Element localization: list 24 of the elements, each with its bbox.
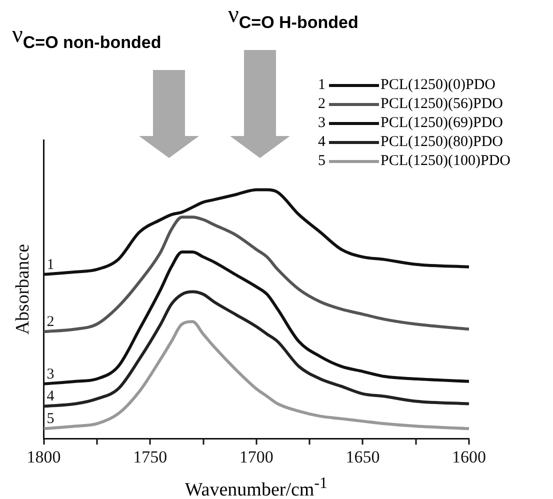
annotation: 5 xyxy=(46,411,54,428)
legend-label: PCL(1250)(56)PDO xyxy=(380,96,503,113)
annotation: 1 xyxy=(46,256,54,273)
text: 4 xyxy=(318,134,326,150)
text: 2 xyxy=(318,96,326,112)
x-tick-label: 1800 xyxy=(26,447,61,466)
y-axis-title: Absorbance xyxy=(12,244,34,335)
x-tick-label: 1700 xyxy=(239,447,274,466)
annotation: 3 xyxy=(46,366,54,382)
text: ν$_{C=O non-bonded}$ xyxy=(12,22,162,52)
annotation: 2 xyxy=(46,314,54,330)
x-axis-title: Wavenumber/cm$^{-1}$ xyxy=(184,475,328,499)
x-tick-label: 1750 xyxy=(133,447,168,466)
text: 1 xyxy=(318,77,326,93)
legend-label: PCL(1250)(0)PDO xyxy=(380,77,496,94)
x-tick-label: 1650 xyxy=(346,447,380,466)
text: 5 xyxy=(318,153,326,169)
annotation: 4 xyxy=(46,388,55,405)
legend-label: PCL(1250)(69)PDO xyxy=(380,115,503,132)
text: ν$_{C=O H-bonded}$ xyxy=(228,2,358,32)
legend-label: PCL(1250)(100)PDO xyxy=(380,153,510,170)
legend-label: PCL(1250)(80)PDO xyxy=(380,134,503,151)
text: 3 xyxy=(318,115,326,131)
x-tick-label: 1600 xyxy=(452,447,486,466)
